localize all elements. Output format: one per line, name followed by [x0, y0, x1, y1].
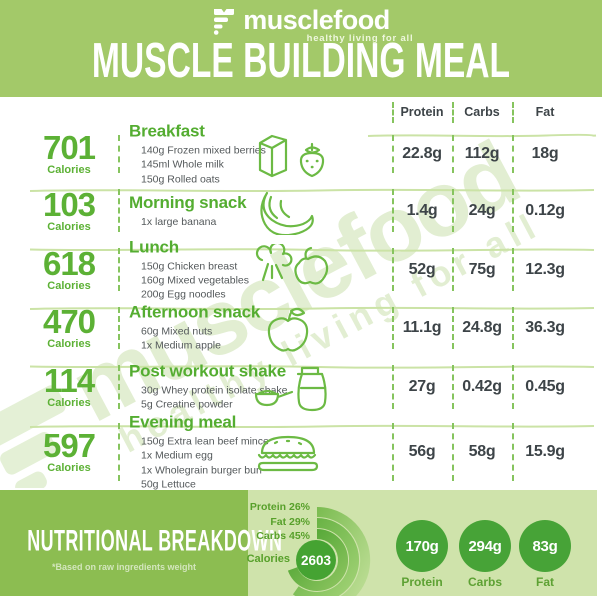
brand-logo: musclefood	[0, 7, 602, 37]
calorie-arc-chart	[287, 506, 371, 596]
fat-value: 0.12g	[525, 201, 565, 219]
row-separator	[28, 416, 596, 429]
meal-row-lunch: 618 Calories Lunch 150g Chicken breast 1…	[0, 237, 602, 301]
calories-label: Calories	[47, 462, 91, 475]
calories-value: 701	[42, 128, 96, 166]
column-divider	[392, 102, 394, 123]
row-separator	[28, 180, 596, 193]
fat-value: 12.3g	[525, 260, 565, 278]
column-header-fat: Fat	[535, 105, 555, 119]
breakdown-title: NUTRITIONAL BREAKDOWN	[27, 522, 283, 557]
meal-row-breakfast: 701 Calories Breakfast 140g Frozen mixed…	[0, 122, 602, 186]
calories-block: 701 Calories	[26, 128, 112, 177]
calories-value: 114	[43, 361, 95, 399]
meal-ingredients: 30g Whey protein isolate shake 5g Creati…	[141, 384, 288, 411]
fat-value: 36.3g	[525, 319, 565, 336]
carbs-value: 58g	[468, 443, 496, 460]
calories-label: Calories	[47, 338, 91, 351]
meal-name: Afternoon snack	[129, 302, 261, 322]
protein-value: 56g	[408, 443, 436, 460]
meal-ingredients: 150g Extra lean beef mince 1x Medium egg…	[141, 435, 269, 491]
row-separator	[28, 239, 596, 252]
column-divider	[452, 102, 454, 123]
protein-percentage: Protein 26%	[249, 501, 310, 513]
carbs-value: 112g	[464, 145, 500, 162]
carbs-value: 24.8g	[462, 319, 502, 336]
fat-percentage: Fat 29%	[270, 516, 310, 528]
milk-carton-strawberry-icon	[236, 129, 340, 179]
meal-row-morning-snack: 103 Calories Morning snack 1x large bana…	[0, 182, 602, 239]
meal-name: Breakfast	[129, 121, 205, 141]
broccoli-pepper-icon	[236, 243, 340, 296]
carbs-value: 75g	[468, 260, 496, 278]
meal-row-post-workout-shake: 114 Calories Post workout shake 30g Whey…	[0, 358, 602, 416]
meal-ingredients: 140g Frozen mixed berries 145ml Whole mi…	[141, 144, 266, 186]
column-header-carbs: Carbs	[464, 105, 500, 119]
protein-total-label: Protein	[401, 575, 443, 589]
protein-value: 1.4g	[406, 201, 438, 219]
protein-scoop-shaker-icon	[236, 360, 340, 414]
calories-value: 618	[42, 244, 96, 282]
fat-total-badge: 83g	[519, 520, 571, 572]
meal-row-afternoon-snack: 470 Calories Afternoon snack 60g Mixed n…	[0, 300, 602, 356]
breakdown-title-panel: NUTRITIONAL BREAKDOWN *Based on raw ingr…	[0, 490, 283, 596]
carbs-total-label: Carbs	[467, 575, 502, 589]
calories-value: 597	[42, 426, 96, 464]
header-band: musclefood healthy living for all MUSCLE…	[0, 0, 602, 143]
breakdown-subtitle: *Based on raw ingredients weight	[51, 562, 197, 572]
calories-value: 103	[42, 185, 96, 223]
carbs-value: 24g	[468, 201, 496, 219]
meal-name: Post workout shake	[129, 361, 286, 381]
calories-value: 470	[42, 302, 96, 340]
calories-label: Calories	[47, 164, 91, 177]
meal-name: Lunch	[129, 237, 179, 257]
fat-value: 15.9g	[525, 443, 565, 460]
meal-name: Evening meal	[129, 412, 237, 432]
protein-value: 22.8g	[402, 145, 442, 162]
calories-total-badge: 2603	[296, 540, 336, 580]
divider	[118, 135, 120, 173]
banana-icon	[236, 187, 340, 235]
protein-value: 52g	[408, 260, 436, 278]
meal-ingredients: 150g Chicken breast 160g Mixed vegetable…	[141, 260, 249, 301]
fat-total-label: Fat	[536, 575, 554, 589]
calories-total-label: Calories	[246, 553, 290, 565]
fat-value: 0.45g	[525, 378, 565, 395]
carbs-value: 0.42g	[462, 378, 502, 395]
column-divider	[512, 102, 514, 123]
apple-icon	[236, 303, 340, 353]
row-separator	[28, 298, 596, 311]
protein-value: 11.1g	[402, 319, 442, 336]
calories-label: Calories	[47, 397, 91, 410]
meal-ingredients: 1x large banana	[141, 215, 217, 228]
column-header-protein: Protein	[400, 105, 444, 119]
protein-total-badge: 170g	[396, 520, 448, 572]
calories-label: Calories	[47, 279, 91, 292]
fat-value: 18g	[531, 145, 559, 162]
protein-value: 27g	[408, 378, 436, 395]
meal-ingredients: 60g Mixed nuts 1x Medium apple	[141, 325, 221, 352]
brand-name: musclefood	[243, 5, 390, 35]
meal-row-evening-meal: 597 Calories Evening meal 150g Extra lea…	[0, 412, 602, 491]
musclefood-logo-icon	[214, 9, 235, 35]
meal-name: Morning snack	[129, 192, 247, 212]
carbs-total-badge: 294g	[459, 520, 511, 572]
header-underline	[366, 125, 598, 138]
calories-label: Calories	[47, 220, 91, 233]
carbs-percentage: Carbs 45%	[256, 530, 310, 542]
page-title: MUSCLE BUILDING MEAL PLAN	[91, 34, 511, 143]
burger-icon	[236, 427, 340, 477]
brand-tagline: healthy living for all	[306, 33, 414, 44]
